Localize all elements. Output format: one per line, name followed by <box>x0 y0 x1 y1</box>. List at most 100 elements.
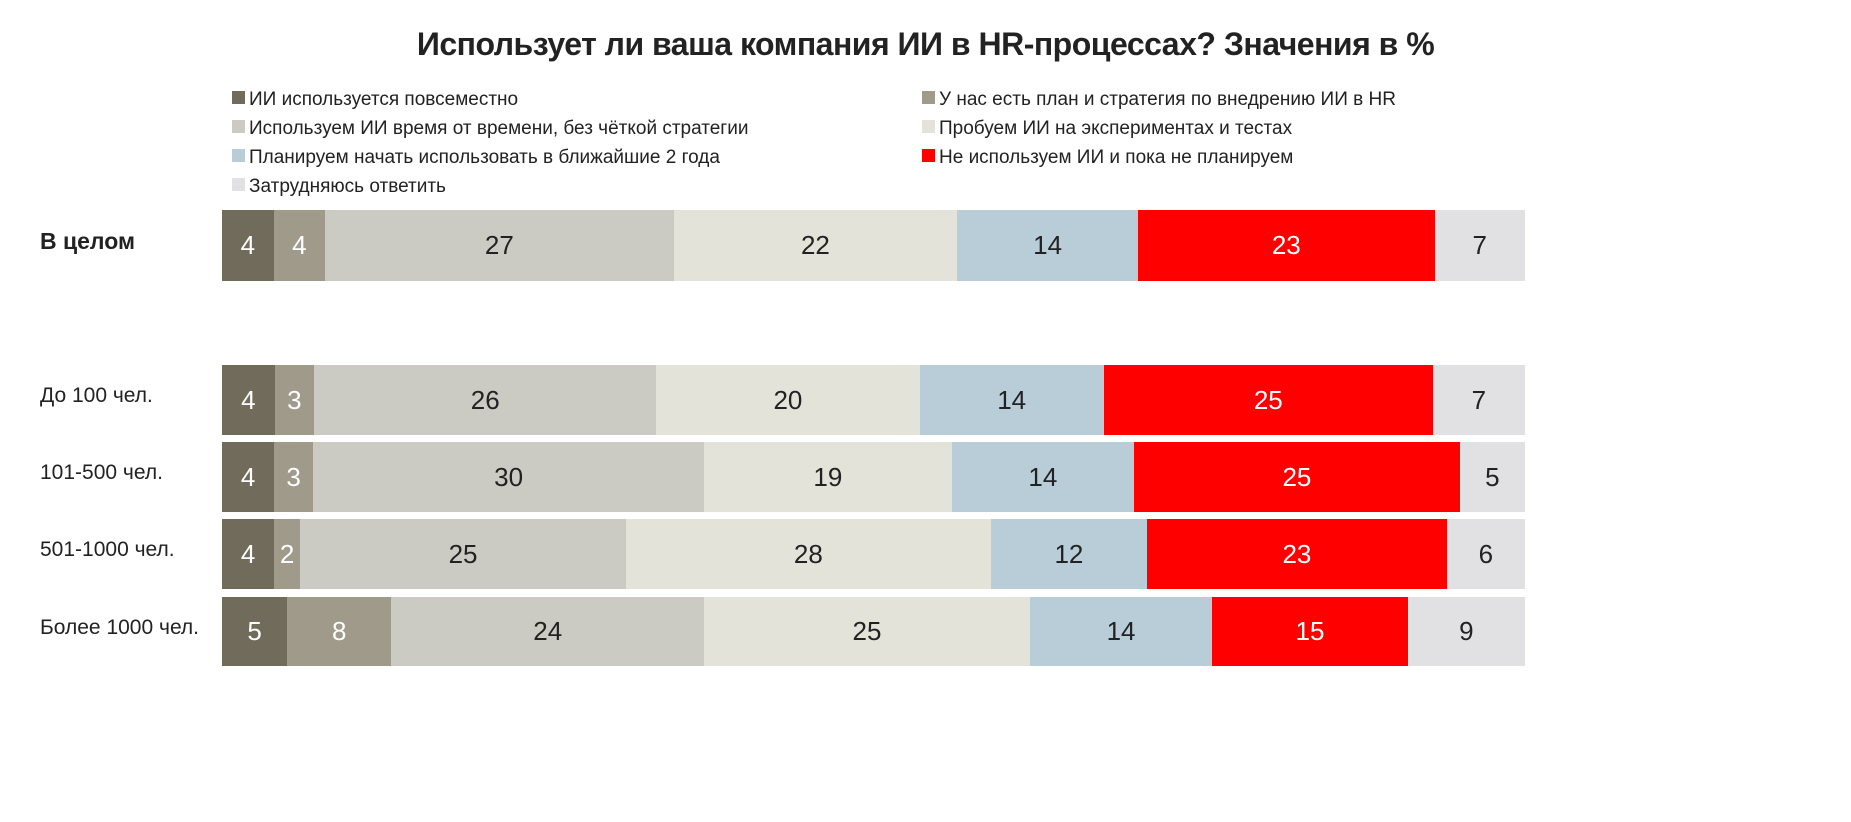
data-label: 28 <box>793 538 823 569</box>
bar-segment: 25 <box>1134 442 1460 512</box>
data-label: 15 <box>1295 616 1325 646</box>
legend-label: Не используем ИИ и пока не планируем <box>939 147 1294 168</box>
category-label: 101-500 чел. <box>40 461 163 484</box>
bar-segment: 14 <box>919 365 1104 435</box>
data-label: 4 <box>241 384 256 415</box>
data-label: 4 <box>240 538 256 569</box>
bar-segment: 3 <box>274 442 314 512</box>
legend-label: Используем ИИ время от времени, без чётк… <box>249 118 749 139</box>
chart-title: Использует ли ваша компания ИИ в HR-проц… <box>416 26 1435 62</box>
data-label: 25 <box>1282 461 1312 492</box>
stacked-bar: 4 3 26 20 14 25 7 <box>222 365 1525 435</box>
bar-segment: 14 <box>957 210 1138 281</box>
legend-label: Планируем начать использовать в ближайши… <box>249 147 720 168</box>
category-label: До 100 чел. <box>40 384 153 407</box>
legend-label: Затрудняюсь ответить <box>249 176 446 197</box>
bar-segment: 7 <box>1434 210 1525 281</box>
data-label: 4 <box>292 230 307 260</box>
bar-segment: 4 <box>273 210 326 281</box>
data-label: 9 <box>1459 616 1474 646</box>
legend-item: Пробуем ИИ на экспериментах и тестах <box>922 117 1292 141</box>
data-label: 14 <box>1033 230 1063 260</box>
bar-segment: 14 <box>951 442 1135 512</box>
data-label: 14 <box>997 384 1027 415</box>
data-label: 12 <box>1054 538 1084 569</box>
legend-item: Планируем начать использовать в ближайши… <box>232 146 720 170</box>
bar-segment: 5 <box>222 597 288 666</box>
legend-item: Используем ИИ время от времени, без чётк… <box>232 117 748 141</box>
bar-segment: 28 <box>625 519 991 589</box>
bar-segment: 12 <box>990 519 1148 589</box>
category-label: В целом <box>40 228 135 254</box>
bar-segment: 25 <box>300 519 626 589</box>
bar-segment: 9 <box>1407 597 1525 666</box>
data-label: 6 <box>1478 538 1494 569</box>
data-label: 25 <box>852 616 882 646</box>
bar-segment: 4 <box>222 210 274 281</box>
legend-item: Затрудняюсь ответить <box>232 175 446 199</box>
bar-segment: 4 <box>222 442 275 512</box>
data-label: 25 <box>1253 384 1283 415</box>
bar-segment: 15 <box>1212 597 1408 666</box>
data-label: 7 <box>1471 384 1487 415</box>
data-label: 8 <box>332 616 347 646</box>
data-label: 5 <box>1485 461 1500 492</box>
bar-segment: 22 <box>673 210 958 281</box>
data-label: 7 <box>1472 230 1488 260</box>
stacked-bar: 4 3 30 19 14 25 5 <box>222 442 1525 512</box>
bar-segment: 19 <box>704 442 952 512</box>
bar-segment: 4 <box>222 365 275 435</box>
legend-swatch <box>232 119 245 133</box>
data-label: 26 <box>470 384 500 415</box>
bar-segment: 8 <box>287 597 392 666</box>
category-label: Более 1000 чел. <box>40 616 200 639</box>
legend-swatch <box>232 90 245 104</box>
bar-segment: 5 <box>1459 442 1525 512</box>
bar-segment: 23 <box>1137 210 1435 281</box>
data-label: 25 <box>448 538 478 569</box>
bar-segment: 14 <box>1029 597 1213 666</box>
legend-item: У нас есть план и стратегия по внедрению… <box>922 88 1396 112</box>
bar-segment: 7 <box>1432 365 1525 435</box>
data-label: 27 <box>484 230 514 260</box>
data-label: 19 <box>813 461 843 492</box>
data-label: 23 <box>1282 538 1312 569</box>
data-label: 24 <box>533 616 563 646</box>
data-label: 30 <box>494 461 524 492</box>
legend-swatch <box>922 148 935 162</box>
legend-swatch <box>922 90 935 104</box>
data-label: 2 <box>279 538 295 569</box>
bar-segment: 27 <box>325 210 674 281</box>
bar-segment: 25 <box>1103 365 1433 435</box>
data-label: 14 <box>1106 616 1136 646</box>
data-label: 20 <box>773 384 803 415</box>
bar-segment: 23 <box>1147 519 1447 589</box>
legend-swatch <box>922 119 935 133</box>
stacked-bar: 5 8 24 25 14 15 9 <box>222 597 1525 666</box>
legend-item: Не используем ИИ и пока не планируем <box>922 146 1293 170</box>
bar-segment: 2 <box>274 519 301 589</box>
legend-label: У нас есть план и стратегия по внедрению… <box>939 89 1396 110</box>
legend-item: ИИ используется повсеместно <box>232 88 518 112</box>
bar-segment: 6 <box>1446 519 1525 589</box>
data-label: 4 <box>240 230 256 260</box>
data-label: 3 <box>287 384 302 415</box>
data-label: 3 <box>286 461 301 492</box>
legend-swatch <box>232 177 245 191</box>
data-label: 22 <box>800 230 830 260</box>
category-label: 501-1000 чел. <box>40 538 175 561</box>
bar-segment: 3 <box>274 365 315 435</box>
bar-segment: 25 <box>704 597 1030 666</box>
legend-swatch <box>232 148 245 162</box>
bar-segment: 20 <box>656 365 920 435</box>
bar-segment: 26 <box>314 365 657 435</box>
data-label: 23 <box>1271 230 1301 260</box>
data-label: 4 <box>240 461 256 492</box>
stacked-bar: 4 2 25 28 12 23 6 <box>222 519 1525 589</box>
legend-label: ИИ используется повсеместно <box>249 89 519 110</box>
bar-segment: 30 <box>313 442 705 512</box>
legend-label: Пробуем ИИ на экспериментах и тестах <box>939 118 1293 139</box>
bar-segment: 24 <box>391 597 705 666</box>
bar-segment: 4 <box>222 519 275 589</box>
data-label: 5 <box>247 616 262 646</box>
